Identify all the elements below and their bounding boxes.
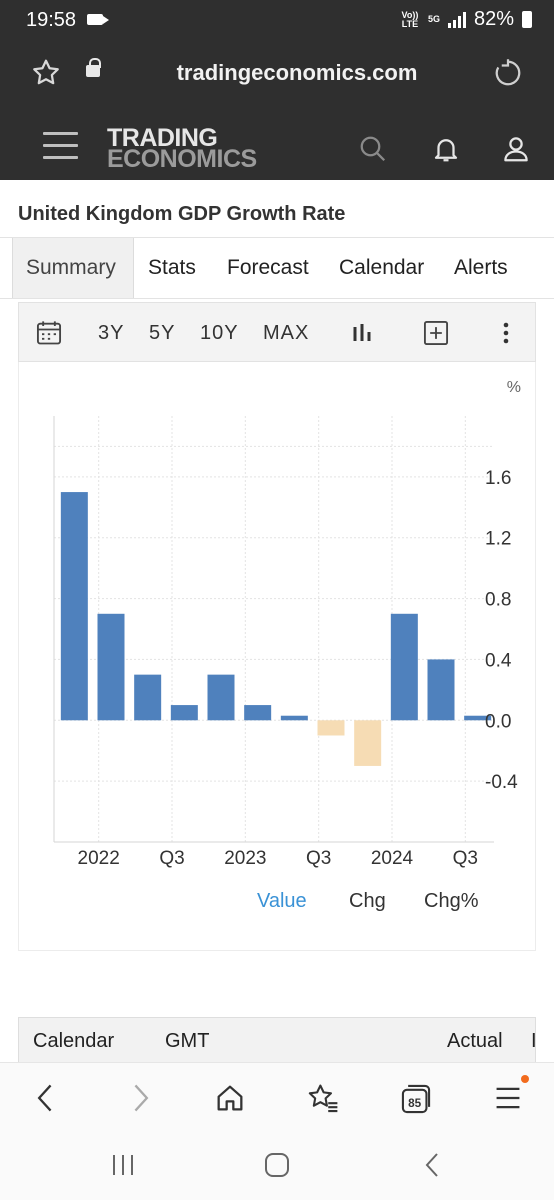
chart-bar xyxy=(134,674,162,721)
x-tick-label: Q3 xyxy=(159,848,184,869)
x-tick-label: 2024 xyxy=(371,848,414,869)
gdp-bar-chart[interactable]: % -0.4 0.0 0.4 0.8 1.2 1.6 2022 Q3 2023 Q3 2024 Q3 xyxy=(19,362,537,872)
tab-stats[interactable]: Stats xyxy=(148,256,196,279)
bookmarks-icon[interactable] xyxy=(306,1082,340,1114)
tab-summary[interactable]: Summary xyxy=(12,238,134,298)
calendar-table-header: Calendar GMT Actual I xyxy=(18,1017,537,1063)
battery-icon xyxy=(522,11,532,28)
series-value-toggle[interactable]: Value xyxy=(257,890,307,912)
range-10y-button[interactable]: 10Y xyxy=(200,322,239,344)
volte-label: Vo)) LTE xyxy=(401,9,419,29)
bookmark-star-icon[interactable] xyxy=(30,57,62,89)
chart-bar xyxy=(244,705,272,721)
add-indicator-icon[interactable] xyxy=(422,319,450,347)
chart-bar xyxy=(354,720,382,766)
chart-toolbar: 3Y 5Y 10Y MAX xyxy=(18,302,536,362)
y-tick-label: -0.4 xyxy=(485,772,518,793)
page-tabs: Summary Stats Forecast Calendar Alerts xyxy=(0,237,554,299)
forward-arrow-icon[interactable] xyxy=(126,1082,154,1114)
reload-icon[interactable] xyxy=(493,58,523,88)
browser-bottom-bar: 85 xyxy=(0,1062,554,1132)
tabs-icon[interactable]: 85 xyxy=(399,1082,433,1116)
x-tick-label: 2022 xyxy=(78,848,120,869)
recent-apps-icon[interactable] xyxy=(108,1152,138,1178)
y-tick-label: 0.8 xyxy=(485,590,511,611)
col-next: I xyxy=(531,1030,537,1052)
notification-dot xyxy=(521,1075,529,1083)
y-tick-label: 1.6 xyxy=(485,468,511,489)
chart-bar xyxy=(464,715,492,721)
url-text[interactable]: tradingeconomics.com xyxy=(176,60,418,85)
bell-icon[interactable] xyxy=(431,134,461,164)
chart-bar xyxy=(280,715,308,721)
site-logo[interactable]: TRADING ECONOMICS xyxy=(107,124,257,173)
logo-line-1: TRADING xyxy=(107,124,218,152)
chart-bar xyxy=(60,492,88,721)
back-arrow-icon[interactable] xyxy=(32,1082,60,1114)
screen-record-icon xyxy=(87,14,109,25)
battery-percent: 82% xyxy=(473,8,514,30)
x-tick-label: 2023 xyxy=(224,848,266,869)
series-chg-toggle[interactable]: Chg xyxy=(349,890,386,912)
logo-line-2: ECONOMICS xyxy=(107,145,257,173)
col-gmt: GMT xyxy=(165,1030,210,1052)
col-actual: Actual xyxy=(447,1030,503,1052)
chart-bar xyxy=(427,659,455,721)
range-3y-button[interactable]: 3Y xyxy=(98,322,125,344)
home-icon[interactable] xyxy=(214,1082,246,1114)
calendar-icon[interactable] xyxy=(35,319,63,347)
signal-icon xyxy=(447,11,466,28)
system-nav-bar xyxy=(0,1132,554,1200)
browser-url-bar: tradingeconomics.com xyxy=(0,42,554,106)
status-time: 19:58 xyxy=(26,9,77,31)
tab-alerts[interactable]: Alerts xyxy=(454,256,508,279)
search-icon[interactable] xyxy=(358,134,388,164)
user-icon[interactable] xyxy=(501,134,531,164)
chart-bar xyxy=(170,705,198,721)
chart-bar xyxy=(390,613,418,721)
lock-icon xyxy=(86,58,101,77)
more-options-icon[interactable] xyxy=(494,320,518,346)
range-max-button[interactable]: MAX xyxy=(263,322,310,344)
site-header: TRADING ECONOMICS xyxy=(0,106,554,180)
menu-icon[interactable] xyxy=(43,132,78,160)
chart-bar xyxy=(97,613,125,721)
range-5y-button[interactable]: 5Y xyxy=(149,322,176,344)
page-title: United Kingdom GDP Growth Rate xyxy=(18,203,346,225)
tab-count: 85 xyxy=(408,1097,422,1110)
home-button-icon[interactable] xyxy=(263,1152,291,1178)
chart-bar xyxy=(207,674,235,721)
tab-calendar[interactable]: Calendar xyxy=(339,256,425,279)
status-indicators: Vo)) LTE 5G 82% xyxy=(400,8,532,31)
x-tick-label: Q3 xyxy=(306,848,331,869)
series-chg-pct-toggle[interactable]: Chg% xyxy=(424,890,479,912)
volte-indicator: Vo)) LTE xyxy=(400,9,420,29)
system-back-icon[interactable] xyxy=(420,1152,446,1178)
x-tick-label: Q3 xyxy=(453,848,478,869)
y-tick-label: 1.2 xyxy=(485,529,511,550)
browser-menu-icon[interactable] xyxy=(494,1082,522,1114)
col-calendar: Calendar xyxy=(33,1030,115,1052)
bar-chart-icon[interactable] xyxy=(350,321,374,345)
y-tick-label: 0.4 xyxy=(485,650,512,671)
5g-indicator: 5G xyxy=(427,14,440,24)
chart-unit-label: % xyxy=(507,379,521,396)
status-bar: 19:58 Vo)) LTE 5G 82% xyxy=(0,0,554,42)
tab-forecast[interactable]: Forecast xyxy=(227,256,309,279)
chart-card: % -0.4 0.0 0.4 0.8 1.2 1.6 2022 Q3 2023 Q3 2024 Q3 V… xyxy=(18,362,536,951)
y-tick-label: 0.0 xyxy=(485,711,511,732)
chart-bar xyxy=(317,720,345,736)
